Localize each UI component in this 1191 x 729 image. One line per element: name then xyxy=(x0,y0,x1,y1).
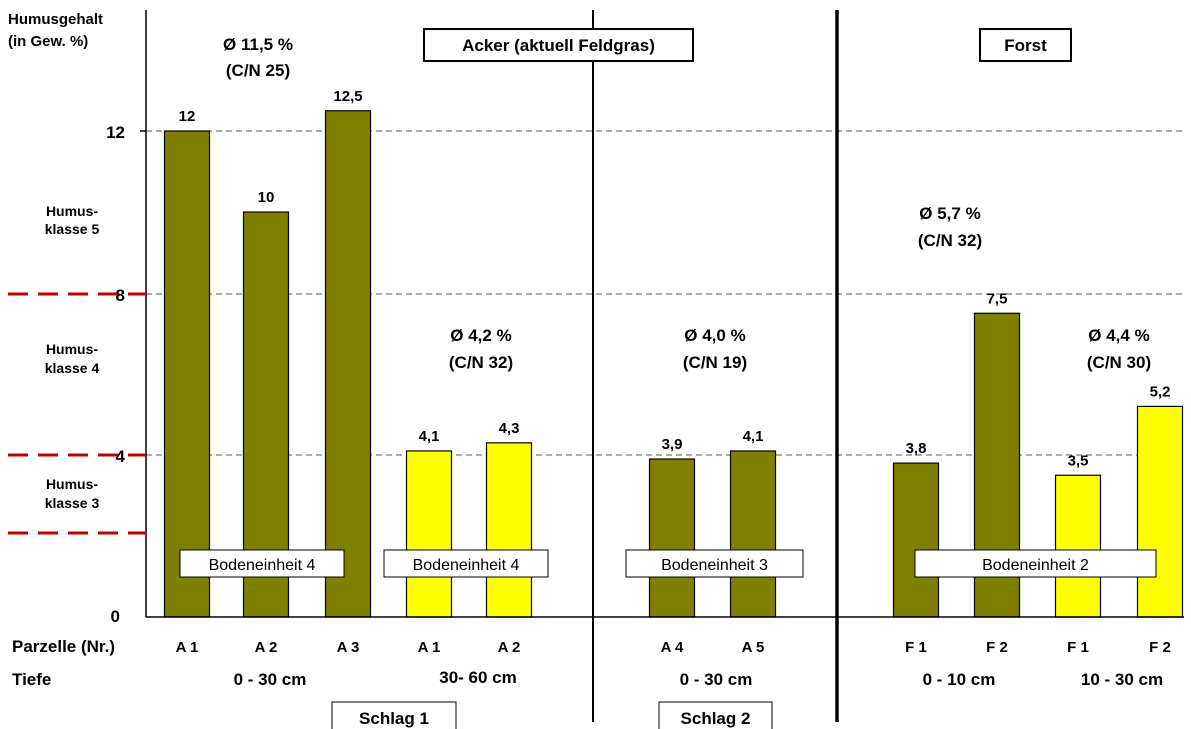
section-acker-box xyxy=(423,28,694,62)
avg-1-mean: Ø 11,5 % xyxy=(223,35,293,54)
schlag-1-label: Schlag 1 xyxy=(359,709,429,728)
category-label-10: F 1 xyxy=(1067,639,1089,656)
schlag-2-label: Schlag 2 xyxy=(681,709,751,728)
average-annotations: Ø 11,5 % (C/N 25) Ø 4,2 % (C/N 32) Ø 4,0… xyxy=(223,35,1151,372)
soil-unit-2-box xyxy=(383,549,549,578)
humus-class-3-line1: Humus- xyxy=(46,476,98,492)
bar-value-label-2: 10 xyxy=(258,189,275,206)
gridlines xyxy=(146,130,1184,456)
bar-4 xyxy=(405,450,453,618)
depth-label-4: 0 - 10 cm xyxy=(923,670,996,689)
depth-labels: 0 - 30 cm 30- 60 cm 0 - 30 cm 0 - 10 cm … xyxy=(234,668,1164,689)
avg-3-cn: (C/N 19) xyxy=(683,353,747,372)
section-forst-label: Forst xyxy=(1004,36,1047,55)
category-label-9: F 2 xyxy=(986,639,1008,656)
bars xyxy=(163,110,1184,618)
depth-label-5: 10 - 30 cm xyxy=(1081,670,1163,689)
humus-class-4-line1: Humus- xyxy=(46,341,98,357)
bar-value-labels: 12 10 12,5 4,1 4,3 3,9 4,1 3,8 7,5 3,5 5,2 xyxy=(179,88,1171,470)
soil-unit-1-box xyxy=(179,549,345,578)
avg-4-cn: (C/N 32) xyxy=(918,231,982,250)
humus-class-markers xyxy=(8,292,146,535)
y-tick-label-12: 12 xyxy=(106,123,125,142)
bar-value-label-1: 12 xyxy=(179,108,196,125)
avg-2-cn: (C/N 32) xyxy=(449,353,513,372)
bar-value-label-3: 12,5 xyxy=(333,88,362,105)
y-axis-title-line2: (in Gew. %) xyxy=(8,33,88,50)
section-acker-label: Acker (aktuell Feldgras) xyxy=(462,36,655,55)
avg-2-mean: Ø 4,2 % xyxy=(450,326,511,345)
bar-7 xyxy=(729,450,777,618)
bar-10 xyxy=(1054,474,1102,618)
schlag-2-box xyxy=(658,701,773,729)
humus-class-3-line2: klasse 3 xyxy=(45,495,100,511)
y-tick-label-0: 0 xyxy=(111,607,120,626)
bar-3 xyxy=(324,110,372,618)
bar-value-label-4: 4,1 xyxy=(419,428,440,445)
section-forst-box xyxy=(979,28,1072,62)
avg-4-mean: Ø 5,7 % xyxy=(919,204,980,223)
bar-value-label-11: 5,2 xyxy=(1150,383,1171,400)
category-label-5: A 2 xyxy=(498,639,521,656)
soil-unit-4-box xyxy=(914,549,1157,578)
depth-label-1: 0 - 30 cm xyxy=(234,670,307,689)
bar-8 xyxy=(892,462,940,618)
depth-label-3: 0 - 30 cm xyxy=(680,670,753,689)
soil-unit-3-box xyxy=(625,549,804,578)
category-label-1: A 1 xyxy=(176,639,199,656)
schlag-1-box xyxy=(331,701,457,729)
avg-5-cn: (C/N 30) xyxy=(1087,353,1151,372)
bar-value-label-7: 4,1 xyxy=(743,428,764,445)
bar-value-label-10: 3,5 xyxy=(1068,452,1089,469)
bar-value-label-5: 4,3 xyxy=(499,420,520,437)
category-label-7: A 5 xyxy=(742,639,765,656)
category-label-11: F 2 xyxy=(1149,639,1171,656)
category-label-3: A 3 xyxy=(337,639,360,656)
y-tick-label-4: 4 xyxy=(116,447,126,466)
avg-5-mean: Ø 4,4 % xyxy=(1088,326,1149,345)
y-axis-title-line1: Humusgehalt xyxy=(8,11,103,28)
bar-1 xyxy=(163,130,211,618)
soil-unit-1-label: Bodeneinheit 4 xyxy=(209,557,316,574)
soil-unit-2-label: Bodeneinheit 4 xyxy=(413,557,520,574)
humus-class-5-line1: Humus- xyxy=(46,203,98,219)
bar-value-label-6: 3,9 xyxy=(662,436,683,453)
avg-3-mean: Ø 4,0 % xyxy=(684,326,745,345)
y-tick-label-8: 8 xyxy=(116,286,125,305)
avg-1-cn: (C/N 25) xyxy=(226,61,290,80)
bar-value-label-9: 7,5 xyxy=(987,290,1008,307)
depth-label-2: 30- 60 cm xyxy=(439,668,517,687)
category-label-8: F 1 xyxy=(905,639,927,656)
soil-unit-labels: Bodeneinheit 4 Bodeneinheit 4 Bodeneinhe… xyxy=(179,549,1157,578)
humus-class-5-line2: klasse 5 xyxy=(45,221,100,237)
category-label-4: A 1 xyxy=(418,639,441,656)
bar-value-label-8: 3,8 xyxy=(906,440,927,457)
bar-6 xyxy=(648,458,696,618)
category-label-6: A 4 xyxy=(661,639,684,656)
row-label-parzelle: Parzelle (Nr.) xyxy=(12,637,115,656)
soil-unit-3-label: Bodeneinheit 3 xyxy=(661,557,768,574)
bar-5 xyxy=(485,442,533,618)
soil-unit-4-label: Bodeneinheit 2 xyxy=(982,557,1089,574)
category-label-2: A 2 xyxy=(255,639,278,656)
bar-11 xyxy=(1136,405,1184,618)
humus-class-4-line2: klasse 4 xyxy=(45,360,100,376)
row-label-tiefe: Tiefe xyxy=(12,670,51,689)
category-labels: A 1 A 2 A 3 A 1 A 2 A 4 A 5 F 1 F 2 F 1 F 2 xyxy=(176,639,1171,656)
